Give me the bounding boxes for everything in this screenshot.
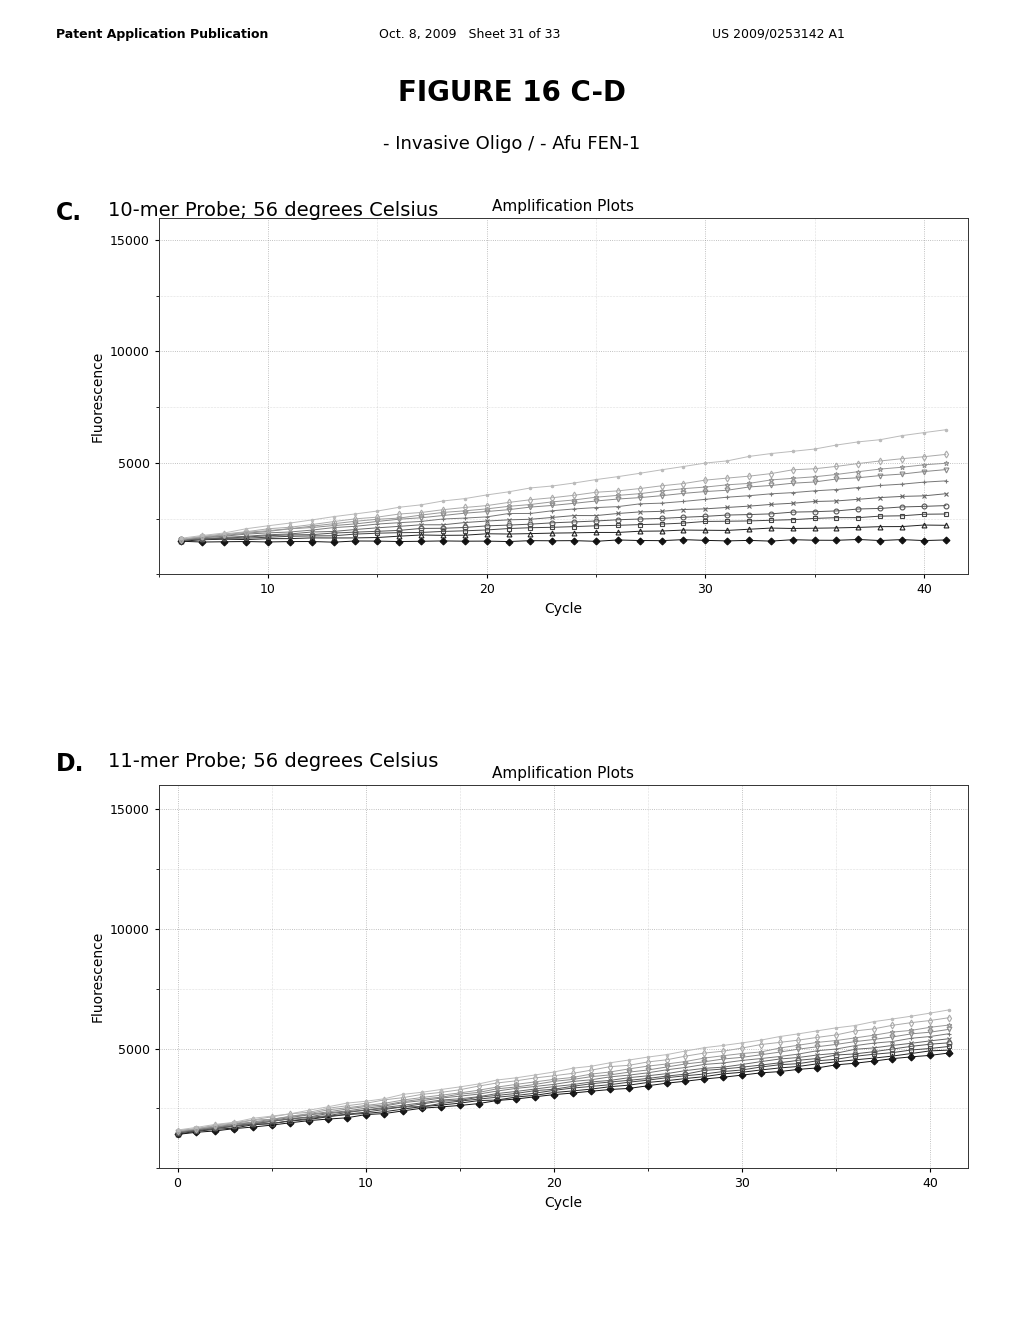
- X-axis label: Cycle: Cycle: [544, 602, 583, 616]
- Text: FIGURE 16 C-D: FIGURE 16 C-D: [398, 79, 626, 107]
- Text: 10-mer Probe; 56 degrees Celsius: 10-mer Probe; 56 degrees Celsius: [108, 201, 438, 219]
- Y-axis label: Fluorescence: Fluorescence: [90, 931, 104, 1023]
- Title: Amplification Plots: Amplification Plots: [493, 767, 634, 781]
- X-axis label: Cycle: Cycle: [544, 1196, 583, 1210]
- Title: Amplification Plots: Amplification Plots: [493, 199, 634, 214]
- Text: 11-mer Probe; 56 degrees Celsius: 11-mer Probe; 56 degrees Celsius: [108, 752, 438, 771]
- Text: C.: C.: [56, 201, 83, 224]
- Text: D.: D.: [56, 752, 85, 776]
- Text: Oct. 8, 2009   Sheet 31 of 33: Oct. 8, 2009 Sheet 31 of 33: [379, 28, 560, 41]
- Y-axis label: Fluorescence: Fluorescence: [90, 350, 104, 442]
- Text: US 2009/0253142 A1: US 2009/0253142 A1: [712, 28, 845, 41]
- Text: - Invasive Oligo / - Afu FEN-1: - Invasive Oligo / - Afu FEN-1: [383, 135, 641, 153]
- Text: Patent Application Publication: Patent Application Publication: [56, 28, 268, 41]
